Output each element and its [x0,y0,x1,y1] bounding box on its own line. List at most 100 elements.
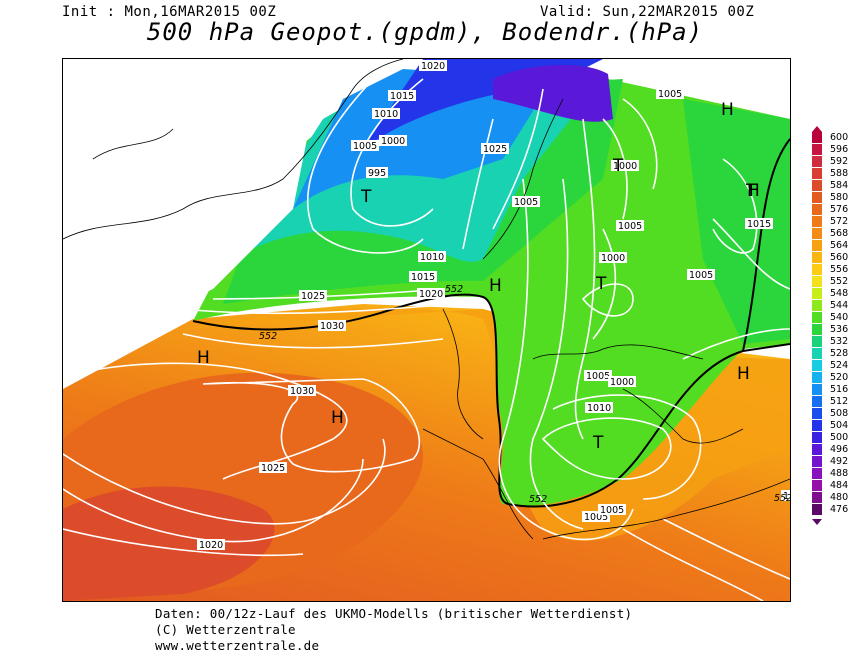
legend-label: 508 [830,408,849,419]
legend-label: 560 [830,252,849,263]
legend-label: 528 [830,348,849,359]
legend-label: 588 [830,168,849,179]
legend-label: 584 [830,180,849,191]
svg-text:1005: 1005 [514,197,538,208]
isobars [63,68,790,601]
svg-text:995: 995 [368,168,386,179]
isobar-label: 1015 [388,90,416,102]
geopotential-label: 552 [445,284,463,295]
legend-swatch [812,132,822,143]
legend-label: 484 [830,480,849,491]
legend-swatch [812,216,822,227]
svg-text:1000: 1000 [601,253,625,264]
svg-text:1030: 1030 [290,386,314,397]
init-time: Init : Mon,16MAR2015 00Z [62,4,277,20]
isobar-label: 1005 [582,511,610,523]
legend-swatch [812,204,822,215]
legend-label: 572 [830,216,849,227]
isobar-label: 1010 [372,108,400,120]
footer-url[interactable]: www.wetterzentrale.de [155,638,320,653]
svg-text:1005: 1005 [689,270,713,281]
legend-label: 480 [830,492,849,503]
legend-label: 580 [830,192,849,203]
legend-swatch [812,396,822,407]
legend-swatch [812,444,822,455]
isobar-label: 1010 [418,251,446,263]
svg-text:1025: 1025 [483,144,507,155]
legend-label: 600 [830,132,849,143]
legend-label: 536 [830,324,849,335]
legend-label: 488 [830,468,849,479]
legend-label: 556 [830,264,849,275]
isobar-label: 1005 [616,220,644,232]
legend-swatch [812,420,822,431]
legend-label: 516 [830,384,849,395]
isobar-label: 1025 [481,143,509,155]
footer-data-source: Daten: 00/12z-Lauf des UKMO-Modells (bri… [155,606,633,621]
svg-text:1000: 1000 [381,136,405,147]
contour-552 [192,293,790,508]
legend-label: 592 [830,156,849,167]
legend-label: 524 [830,360,849,371]
map-title: 500 hPa Geopot.(gpdm), Bodendr.(hPa) [146,18,704,46]
legend-label: 552 [830,276,849,287]
svg-text:1005: 1005 [600,505,624,516]
legend-label: 564 [830,240,849,251]
legend-label: 544 [830,300,849,311]
legend-label: 512 [830,396,849,407]
svg-text:1020: 1020 [421,61,445,72]
isobar-label: 1000 [608,376,636,388]
legend-swatch [812,168,822,179]
legend-swatch [812,312,822,323]
legend-swatch [812,360,822,371]
svg-text:1000: 1000 [613,161,637,172]
svg-text:1020: 1020 [419,289,443,300]
legend-down-arrow [812,519,822,525]
legend-label: 576 [830,204,849,215]
svg-text:1030: 1030 [320,321,344,332]
svg-text:1015: 1015 [747,219,771,230]
high-pressure-center: H [721,100,734,120]
isobar-label: 1030 [288,385,316,397]
isobar-label: 1015 [745,218,773,230]
weather-map: 1020 1015 1010 1005 1000 995 1005 1000 1005 1010 1… [62,58,791,602]
legend-label: 476 [830,504,849,515]
legend-label: 540 [830,312,849,323]
legend-swatch [812,468,822,479]
isobar-label: 1030 [318,320,346,332]
svg-text:1005: 1005 [584,512,608,523]
svg-text:1010: 1010 [374,109,398,120]
isobar-label: 1005 [351,140,379,152]
legend-swatch [812,144,822,155]
svg-text:1: 1 [783,491,789,502]
valid-time: Valid: Sun,22MAR2015 00Z [540,4,755,20]
legend-swatch [812,456,822,467]
svg-text:1015: 1015 [411,272,435,283]
geopotential-label: 552 [259,331,277,342]
isobar-label: 1020 [197,539,225,551]
legend-swatch [812,300,822,311]
coastlines [63,59,790,540]
isobar-label: 1010 [585,402,613,414]
svg-text:1020: 1020 [199,540,223,551]
low-pressure-center: T [595,274,607,294]
isobar-label: 995 [366,167,388,179]
high-pressure-center: H [197,348,210,368]
legend-label: 548 [830,288,849,299]
legend-swatch [812,192,822,203]
footer-copyright: (C) Wetterzentrale [155,622,296,637]
isobar-label: 1 [781,490,790,502]
isobar-label: 1025 [259,462,287,474]
legend-swatch [812,504,822,515]
isobar-label: 1000 [599,252,627,264]
legend-label: 496 [830,444,849,455]
color-legend: 600 596 592 588 584 580 576 572 568 564 560 556 552 5… [812,126,850,526]
isobar-label: 1005 [656,88,684,100]
legend-swatch [812,348,822,359]
legend-label: 504 [830,420,849,431]
svg-text:1015: 1015 [390,91,414,102]
high-pressure-center: H [737,364,750,384]
legend-label: 500 [830,432,849,443]
isobar-label: 1000 [611,160,639,172]
legend-swatch [812,408,822,419]
